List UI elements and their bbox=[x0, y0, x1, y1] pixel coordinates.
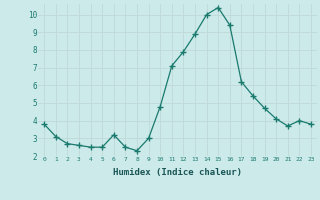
X-axis label: Humidex (Indice chaleur): Humidex (Indice chaleur) bbox=[113, 168, 242, 177]
